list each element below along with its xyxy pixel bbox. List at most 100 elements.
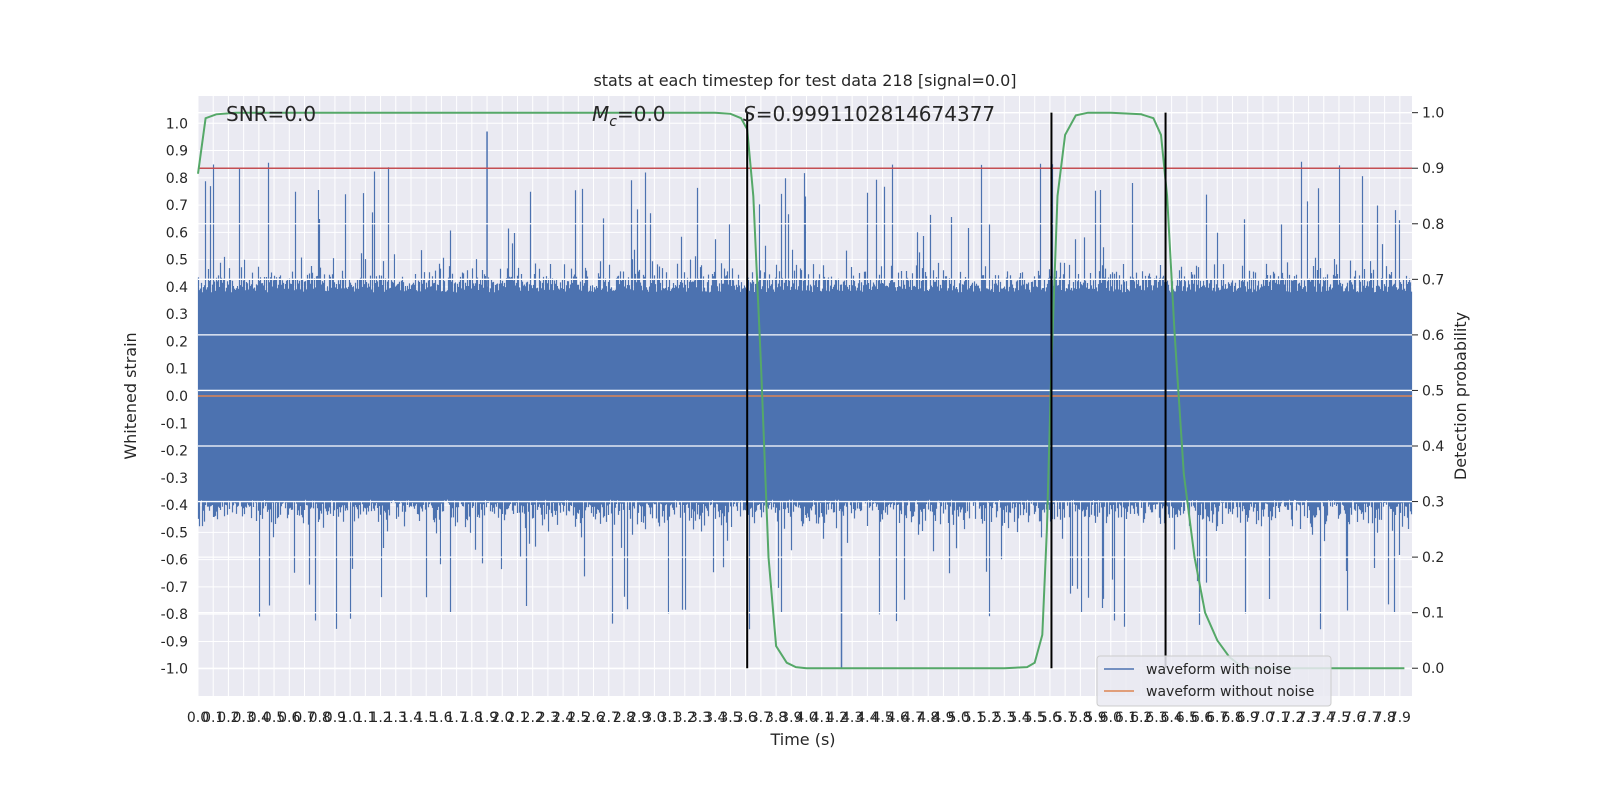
x-tick-label: 1.5	[415, 710, 437, 726]
x-tick-label: 7.1	[1267, 710, 1289, 726]
y-tick-label: -0.8	[161, 607, 188, 623]
chirp-mass-symbol: M	[592, 102, 609, 126]
chirp-mass-subscript: c	[609, 114, 617, 130]
y-tick-label: -0.5	[161, 525, 188, 541]
right-y-axis-label: Detection probability	[1451, 312, 1470, 480]
x-tick-label: 2.8	[613, 710, 635, 726]
x-tick-label: 5.7	[1054, 710, 1076, 726]
x-tick-label: 0.2	[217, 710, 239, 726]
legend-label-with-noise: waveform with noise	[1146, 662, 1291, 678]
x-tick-label: 6.1	[1115, 710, 1137, 726]
x-tick-label: 3.6	[735, 710, 757, 726]
y-tick-label: 0.0	[166, 389, 188, 405]
x-tick-label: 0.7	[293, 710, 315, 726]
x-tick-label: 4.6	[887, 710, 909, 726]
legend: waveform with noise waveform without noi…	[1096, 655, 1332, 707]
y-tick-label: 0.3	[166, 307, 188, 323]
x-tick-label: 6.7	[1206, 710, 1228, 726]
right-y-tick-label: 0.2	[1422, 550, 1444, 566]
x-tick-label: 3.2	[674, 710, 696, 726]
snr-annotation: SNR=0.0	[226, 102, 316, 126]
x-tick-label: 1.1	[354, 710, 376, 726]
x-tick-label: 5.9	[1084, 710, 1106, 726]
x-tick-label: 5.1	[963, 710, 985, 726]
right-y-tick-label: 0.8	[1422, 217, 1444, 233]
x-tick-label: 3.4	[704, 710, 726, 726]
y-tick-label: -0.7	[161, 580, 188, 596]
x-tick-label: 5.4	[1008, 710, 1030, 726]
x-tick-label: 3.9	[780, 710, 802, 726]
x-tick-label: 5.6	[1039, 710, 1061, 726]
x-tick-label: 7.4	[1313, 710, 1335, 726]
x-tick-label: 1.6	[430, 710, 452, 726]
legend-label-without-noise: waveform without noise	[1146, 684, 1314, 700]
x-tick-label: 6.9	[1237, 710, 1259, 726]
x-tick-label: 0.3	[233, 710, 255, 726]
y-tick-label: 0.1	[166, 362, 188, 378]
y-tick-label: -1.0	[161, 662, 188, 678]
x-tick-label: 6.0	[1100, 710, 1122, 726]
x-tick-label: 4.1	[811, 710, 833, 726]
x-tick-label: 5.5	[1024, 710, 1046, 726]
right-y-tick-label: 0.5	[1422, 383, 1444, 399]
x-tick-label: 2.4	[552, 710, 574, 726]
x-tick-label: 0.4	[248, 710, 270, 726]
x-tick-label: 0.5	[263, 710, 285, 726]
x-tick-label: 0.6	[278, 710, 300, 726]
x-tick-label: 0.9	[324, 710, 346, 726]
x-tick-label: 4.3	[841, 710, 863, 726]
y-tick-label: 0.2	[166, 334, 188, 350]
x-tick-label: 2.2	[522, 710, 544, 726]
x-tick-label: 6.2	[1130, 710, 1152, 726]
chirp-mass-value: =0.0	[617, 102, 666, 126]
right-y-tick-label: 0.3	[1422, 495, 1444, 511]
x-tick-label: 2.7	[598, 710, 620, 726]
detection-probability-line	[197, 111, 1405, 670]
x-tick-label: 2.5	[567, 710, 589, 726]
vertical-markers	[746, 112, 1167, 669]
x-tick-label: 4.7	[902, 710, 924, 726]
x-tick-label: 0.8	[309, 710, 331, 726]
x-tick-label: 4.0	[795, 710, 817, 726]
x-tick-label: 6.6	[1191, 710, 1213, 726]
x-tick-label: 2.9	[628, 710, 650, 726]
y-tick-label: -0.9	[161, 634, 188, 650]
s-symbol: S	[743, 102, 756, 126]
s-value: =0.9991102814674377	[756, 102, 995, 126]
x-tick-label: 3.1	[658, 710, 680, 726]
left-y-tick-labels: 1.0 0.9 0.8 0.7 0.6 0.5 0.4 0.3 0.2 0.1 0.0 -0.1 -0.…	[161, 116, 188, 677]
y-tick-label: 0.5	[166, 253, 188, 269]
x-tick-label: 4.2	[826, 710, 848, 726]
x-tick-label: 3.5	[719, 710, 741, 726]
y-tick-label: 0.4	[166, 280, 188, 296]
x-tick-label: 2.3	[537, 710, 559, 726]
y-tick-label: -0.4	[161, 498, 188, 514]
x-tick-label: 1.2	[369, 710, 391, 726]
series-waveform-with-noise	[197, 131, 1413, 669]
x-tick-label: 5.8	[1069, 710, 1091, 726]
s-annotation: S=0.9991102814674377	[743, 102, 995, 126]
x-tick-label: 5.0	[948, 710, 970, 726]
y-axis-label: Whitened strain	[121, 332, 140, 459]
y-tick-label: 0.7	[166, 198, 188, 214]
y-tick-label: 0.9	[166, 144, 188, 160]
x-tick-label: 1.7	[445, 710, 467, 726]
x-tick-label: 3.7	[750, 710, 772, 726]
y-tick-label: -0.3	[161, 471, 188, 487]
right-y-tick-label: 0.1	[1422, 606, 1444, 622]
x-tick-label: 5.2	[978, 710, 1000, 726]
right-y-tick-label: 0.7	[1422, 272, 1444, 288]
x-tick-label: 5.3	[993, 710, 1015, 726]
x-tick-label: 0.0	[187, 710, 209, 726]
right-y-tick-labels: 1.0 0.9 0.8 0.7 0.6 0.5 0.4 0.3 0.2 0.1 0.0	[1412, 106, 1444, 677]
right-y-tick-label: 0.6	[1422, 328, 1444, 344]
right-y-tick-label: 0.9	[1422, 161, 1444, 177]
x-tick-label: 7.8	[1373, 710, 1395, 726]
right-y-tick-label: 0.4	[1422, 439, 1444, 455]
right-y-tick-label: 0.0	[1422, 661, 1444, 677]
x-tick-label: 3.3	[689, 710, 711, 726]
x-tick-label: 0.1	[202, 710, 224, 726]
x-tick-label: 4.4	[856, 710, 878, 726]
x-tick-label: 1.0	[339, 710, 361, 726]
